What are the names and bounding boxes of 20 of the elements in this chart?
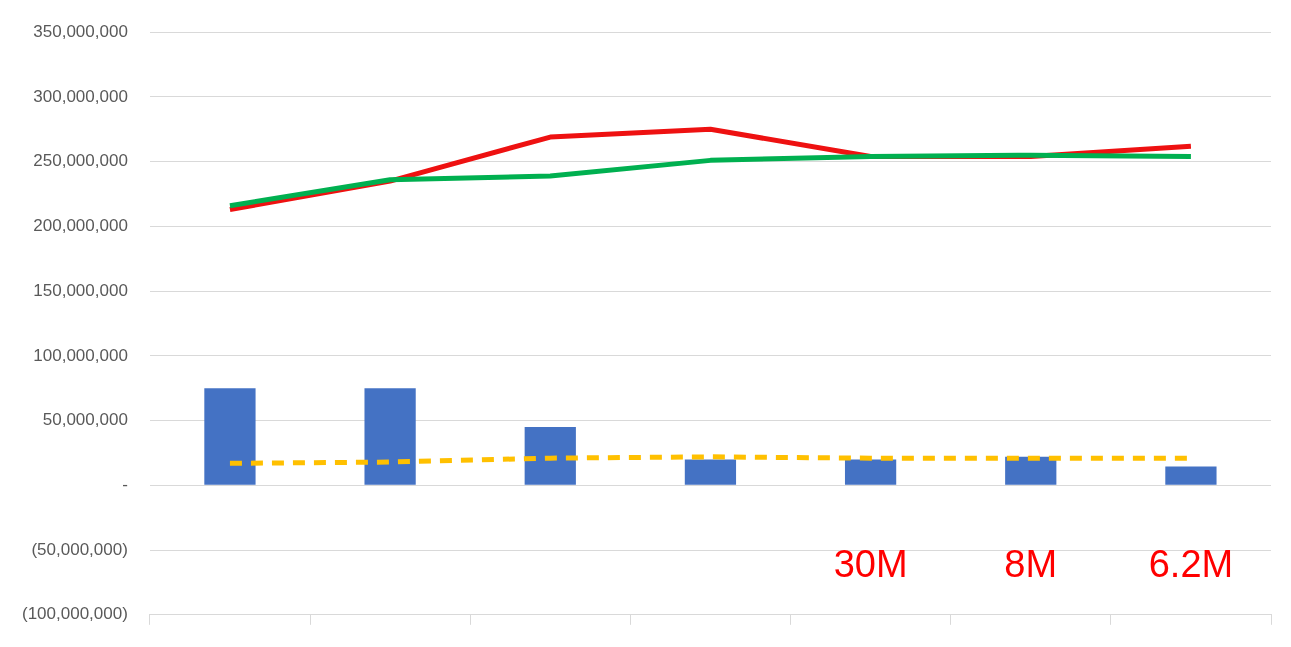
y-tick-label: 350,000,000 [33, 21, 128, 41]
y-tick-label: 300,000,000 [33, 86, 128, 106]
y-tick-label: (50,000,000) [31, 539, 128, 559]
y-tick-label: 200,000,000 [33, 216, 128, 236]
annotation: 30M [833, 543, 908, 586]
bar [1165, 466, 1217, 485]
annotation: 8M [1004, 543, 1058, 586]
y-tick-label: 250,000,000 [33, 151, 128, 171]
bar [524, 427, 576, 485]
annotation: 6.2M [1148, 543, 1234, 586]
y-tick-label: (100,000,000) [21, 604, 128, 624]
y-tick-label: 150,000,000 [33, 280, 128, 300]
bar [684, 459, 737, 485]
y-tick-label: 50,000,000 [42, 410, 128, 430]
bar [1005, 456, 1057, 485]
bar [204, 388, 256, 485]
bar [364, 388, 416, 485]
y-tick-label: 100,000,000 [33, 345, 128, 365]
bar [844, 459, 897, 485]
y-tick-label: - [122, 475, 128, 495]
